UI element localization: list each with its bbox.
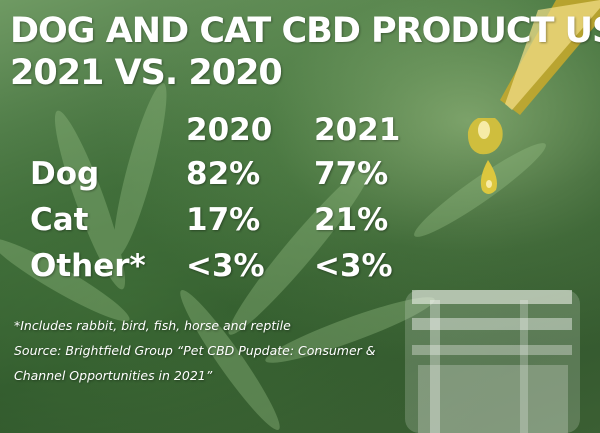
leaf-shapes — [0, 83, 546, 430]
footnote: *Includes rabbit, bird, fish, horse and … — [14, 318, 291, 333]
chart-title: DOG AND CAT CBD PRODUCT USAGE, 2021 VS. … — [10, 10, 600, 94]
source-line-1: Source: Brightfield Group “Pet CBD Pupda… — [14, 343, 376, 358]
value-other-2021: <3% — [314, 248, 393, 284]
bottle-icon — [405, 290, 580, 433]
source-line-2: Channel Opportunities in 2021” — [14, 368, 213, 383]
dropper-icon — [467, 0, 600, 194]
value-cat-2020: 17% — [186, 202, 261, 238]
column-header-2020: 2020 — [186, 112, 273, 148]
value-dog-2021: 77% — [314, 156, 389, 192]
row-label-dog: Dog — [30, 156, 100, 192]
title-line-1: DOG AND CAT CBD PRODUCT USAGE, — [10, 11, 600, 51]
value-other-2020: <3% — [186, 248, 265, 284]
value-cat-2021: 21% — [314, 202, 389, 238]
title-line-2: 2021 VS. 2020 — [10, 53, 283, 93]
row-label-other: Other* — [30, 248, 146, 284]
column-header-2021: 2021 — [314, 112, 401, 148]
row-label-cat: Cat — [30, 202, 89, 238]
value-dog-2020: 82% — [186, 156, 261, 192]
